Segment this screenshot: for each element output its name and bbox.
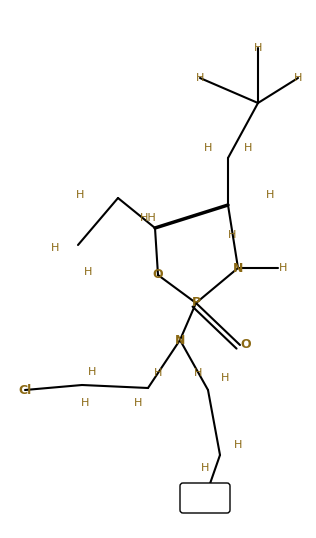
FancyBboxPatch shape [180,483,230,513]
Text: H: H [84,267,92,277]
Text: H: H [221,373,229,383]
Text: Cl: Cl [18,384,32,397]
Text: H: H [266,190,274,200]
Text: Abs: Abs [193,493,216,503]
Text: H: H [194,368,202,378]
Text: O: O [153,268,163,281]
Text: N: N [175,334,185,346]
Text: H: H [88,367,96,377]
Text: H: H [244,143,252,153]
Text: HH: HH [140,213,156,223]
Text: H: H [228,230,236,240]
Text: P: P [191,296,201,309]
Text: H: H [234,440,242,450]
Text: H: H [76,190,84,200]
Text: N: N [233,261,243,274]
Text: H: H [294,73,302,83]
Text: O: O [241,338,251,351]
Text: H: H [254,43,262,53]
Text: H: H [81,398,89,408]
Text: H: H [51,243,59,253]
Text: H: H [204,143,212,153]
Text: H: H [134,398,142,408]
Text: H: H [154,368,162,378]
Text: H: H [196,73,204,83]
Text: H: H [279,263,287,273]
Text: H: H [201,463,209,473]
